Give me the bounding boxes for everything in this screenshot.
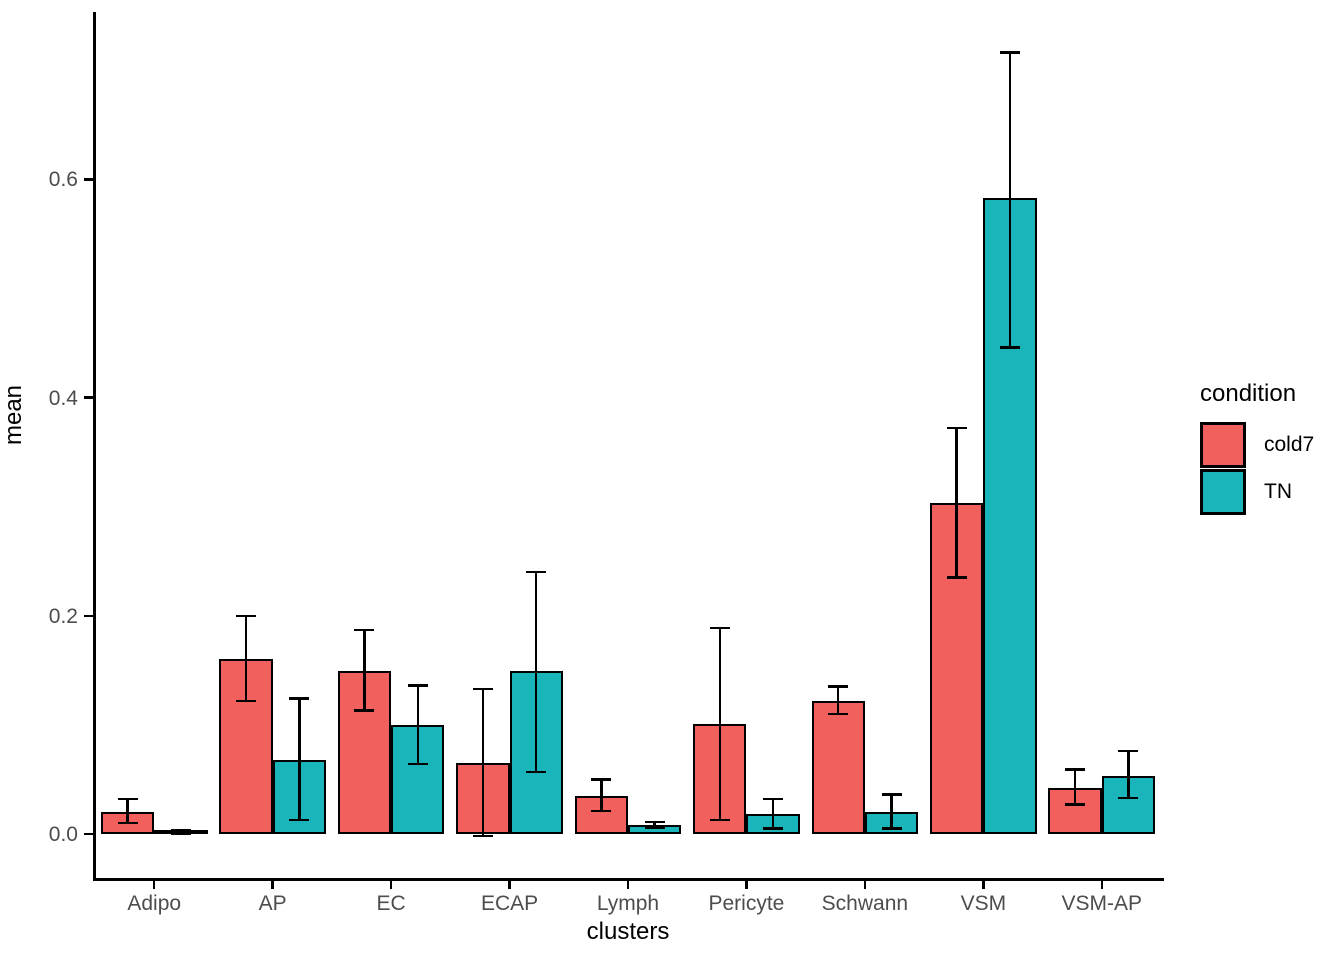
errorbar-TN-Pericyte-line <box>771 799 775 829</box>
errorbar-TN-ECAP-line <box>534 572 538 772</box>
errorbar-cold7-Lymph-cap-top <box>591 778 612 781</box>
errorbar-TN-Schwann-cap-bottom <box>881 827 902 830</box>
errorbar-TN-ECAP-cap-bottom <box>526 770 547 774</box>
x-tick-label: Schwann <box>821 892 909 915</box>
y-tick <box>84 832 93 836</box>
x-tick <box>389 881 393 889</box>
y-tick <box>84 178 93 181</box>
legend-swatch-tn <box>1200 469 1246 515</box>
x-tick <box>863 881 867 889</box>
errorbar-TN-ECAP-cap-top <box>526 570 547 574</box>
y-tick <box>84 396 93 399</box>
y-tick-label: 0.4 <box>48 386 78 410</box>
errorbar-TN-Lymph-cap-top <box>644 820 665 824</box>
errorbar-TN-VSM-cap-bottom <box>999 346 1020 349</box>
x-axis-line <box>92 878 1164 881</box>
x-tick <box>152 881 156 889</box>
errorbar-TN-Pericyte-cap-bottom <box>763 827 784 830</box>
errorbar-TN-VSM-AP-cap-bottom <box>1118 796 1139 800</box>
errorbar-cold7-ECAP-cap-bottom <box>472 834 493 838</box>
y-tick <box>84 614 93 618</box>
x-axis-title: clusters <box>586 918 670 945</box>
errorbar-cold7-Adipo-cap-bottom <box>117 821 138 825</box>
errorbar-cold7-VSM-AP-line <box>1073 769 1077 805</box>
errorbar-cold7-VSM-line <box>955 428 958 578</box>
x-tick-label: Pericyte <box>708 892 785 915</box>
y-tick-label: 0.2 <box>48 604 78 628</box>
legend-swatch-cold7 <box>1200 422 1246 468</box>
errorbar-TN-Schwann-cap-top <box>881 793 902 796</box>
errorbar-TN-VSM-AP-line <box>1127 751 1130 798</box>
y-axis-line <box>92 12 96 881</box>
errorbar-cold7-VSM-cap-top <box>946 426 967 430</box>
errorbar-TN-AP-cap-bottom <box>289 818 310 822</box>
legend-item-cold7: cold7 <box>1200 422 1314 468</box>
errorbar-TN-VSM-cap-top <box>999 51 1020 54</box>
x-tick-label: AP <box>258 892 287 915</box>
errorbar-TN-Adipo-line <box>179 830 183 834</box>
y-tick-label: 0.6 <box>48 168 78 192</box>
errorbar-cold7-VSM-AP-cap-top <box>1065 768 1086 771</box>
x-tick <box>508 881 511 889</box>
x-tick-label: EC <box>376 892 406 915</box>
errorbar-TN-Pericyte-cap-top <box>763 797 784 801</box>
x-tick-label: VSM <box>960 892 1007 915</box>
bar-cold7-Schwann <box>811 700 865 835</box>
errorbar-cold7-VSM-cap-bottom <box>946 576 967 579</box>
errorbar-TN-EC-cap-bottom <box>407 762 428 766</box>
errorbar-TN-Lymph-line <box>653 822 656 828</box>
errorbar-cold7-Lymph-cap-bottom <box>591 809 612 813</box>
x-tick-label: Adipo <box>127 892 182 915</box>
errorbar-cold7-Pericyte-cap-top <box>709 626 730 630</box>
errorbar-TN-AP-cap-top <box>289 697 310 700</box>
errorbar-TN-Adipo-cap-bottom <box>170 832 191 836</box>
x-tick <box>1100 881 1104 889</box>
errorbar-cold7-Schwann-line <box>836 686 840 714</box>
errorbar-cold7-EC-cap-bottom <box>354 709 375 712</box>
legend-title: condition <box>1200 380 1297 407</box>
errorbar-TN-Lymph-cap-bottom <box>644 826 665 829</box>
errorbar-cold7-AP-cap-bottom <box>236 699 257 703</box>
x-tick <box>626 881 630 889</box>
y-tick-label: 0.0 <box>48 823 78 847</box>
legend: condition cold7 TN <box>1200 380 1314 515</box>
errorbar-cold7-VSM-AP-cap-bottom <box>1065 803 1086 806</box>
x-tick-label: VSM-AP <box>1061 892 1143 915</box>
errorbar-cold7-Adipo-line <box>126 799 129 824</box>
legend-label-tn: TN <box>1264 480 1292 503</box>
errorbar-TN-EC-line <box>416 685 419 765</box>
errorbar-TN-Adipo-cap-top <box>170 829 191 832</box>
x-tick-label: ECAP <box>480 892 539 915</box>
errorbar-cold7-Lymph-line <box>600 779 603 812</box>
errorbar-cold7-EC-cap-top <box>354 628 375 632</box>
errorbar-TN-VSM-AP-cap-top <box>1118 749 1139 753</box>
errorbar-cold7-Pericyte-line <box>718 627 722 820</box>
errorbar-cold7-EC-line <box>363 629 366 711</box>
errorbar-TN-VSM-line <box>1008 52 1012 348</box>
errorbar-cold7-AP-line <box>244 615 248 701</box>
errorbar-TN-Schwann-line <box>890 794 893 829</box>
x-tick <box>745 881 748 889</box>
errorbar-cold7-Adipo-cap-top <box>117 797 138 801</box>
errorbar-cold7-AP-cap-top <box>236 614 257 618</box>
errorbar-cold7-ECAP-line <box>481 688 485 837</box>
x-tick-label: Lymph <box>596 892 660 915</box>
y-axis-title: mean <box>0 384 27 445</box>
errorbar-cold7-Pericyte-cap-bottom <box>709 818 730 822</box>
errorbar-TN-AP-line <box>298 698 301 820</box>
x-tick <box>271 881 274 889</box>
errorbar-TN-EC-cap-top <box>407 684 428 687</box>
errorbar-cold7-Schwann-cap-top <box>828 685 849 688</box>
legend-label-cold7: cold7 <box>1264 433 1315 456</box>
errorbar-cold7-ECAP-cap-top <box>472 687 493 691</box>
errorbar-cold7-Schwann-cap-bottom <box>828 712 849 716</box>
x-tick <box>982 881 985 889</box>
legend-item-tn: TN <box>1200 469 1314 515</box>
